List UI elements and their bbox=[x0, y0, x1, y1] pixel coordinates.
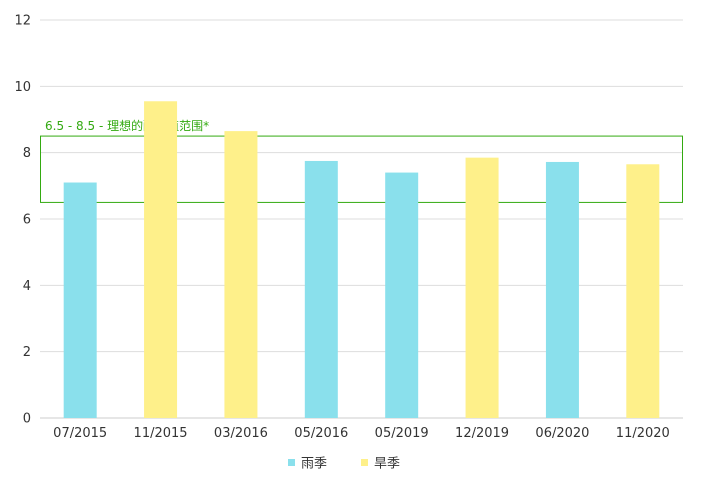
bar bbox=[626, 164, 660, 418]
y-tick-label: 8 bbox=[23, 146, 31, 161]
x-tick-label: 05/2016 bbox=[294, 426, 348, 441]
bar bbox=[385, 172, 419, 418]
y-tick-label: 12 bbox=[14, 14, 31, 29]
bar bbox=[465, 157, 499, 418]
legend-swatch bbox=[361, 459, 368, 466]
y-tick-label: 4 bbox=[23, 279, 31, 294]
reference-band bbox=[40, 135, 683, 203]
x-tick-label: 03/2016 bbox=[214, 426, 268, 441]
bar bbox=[224, 131, 258, 418]
legend-label: 雨季 bbox=[301, 457, 327, 472]
x-tick-label: 06/2020 bbox=[535, 426, 589, 441]
bar bbox=[545, 161, 579, 418]
legend-label: 旱季 bbox=[374, 457, 400, 472]
x-tick-label: 12/2019 bbox=[455, 426, 509, 441]
reference-band-label: 6.5 - 8.5 - 理想的酸碱值范围* bbox=[45, 118, 209, 133]
x-tick-label: 11/2015 bbox=[134, 426, 188, 441]
y-tick-label: 2 bbox=[23, 345, 31, 360]
y-tick-label: 0 bbox=[23, 412, 31, 427]
x-tick-label: 05/2019 bbox=[375, 426, 429, 441]
y-tick-label: 10 bbox=[14, 80, 31, 95]
x-tick-label: 07/2015 bbox=[53, 426, 107, 441]
bar bbox=[63, 182, 97, 418]
x-tick-label: 11/2020 bbox=[616, 426, 670, 441]
bar bbox=[304, 160, 338, 419]
y-tick-label: 6 bbox=[23, 213, 31, 228]
bar bbox=[144, 101, 178, 418]
legend-swatch bbox=[288, 459, 295, 466]
